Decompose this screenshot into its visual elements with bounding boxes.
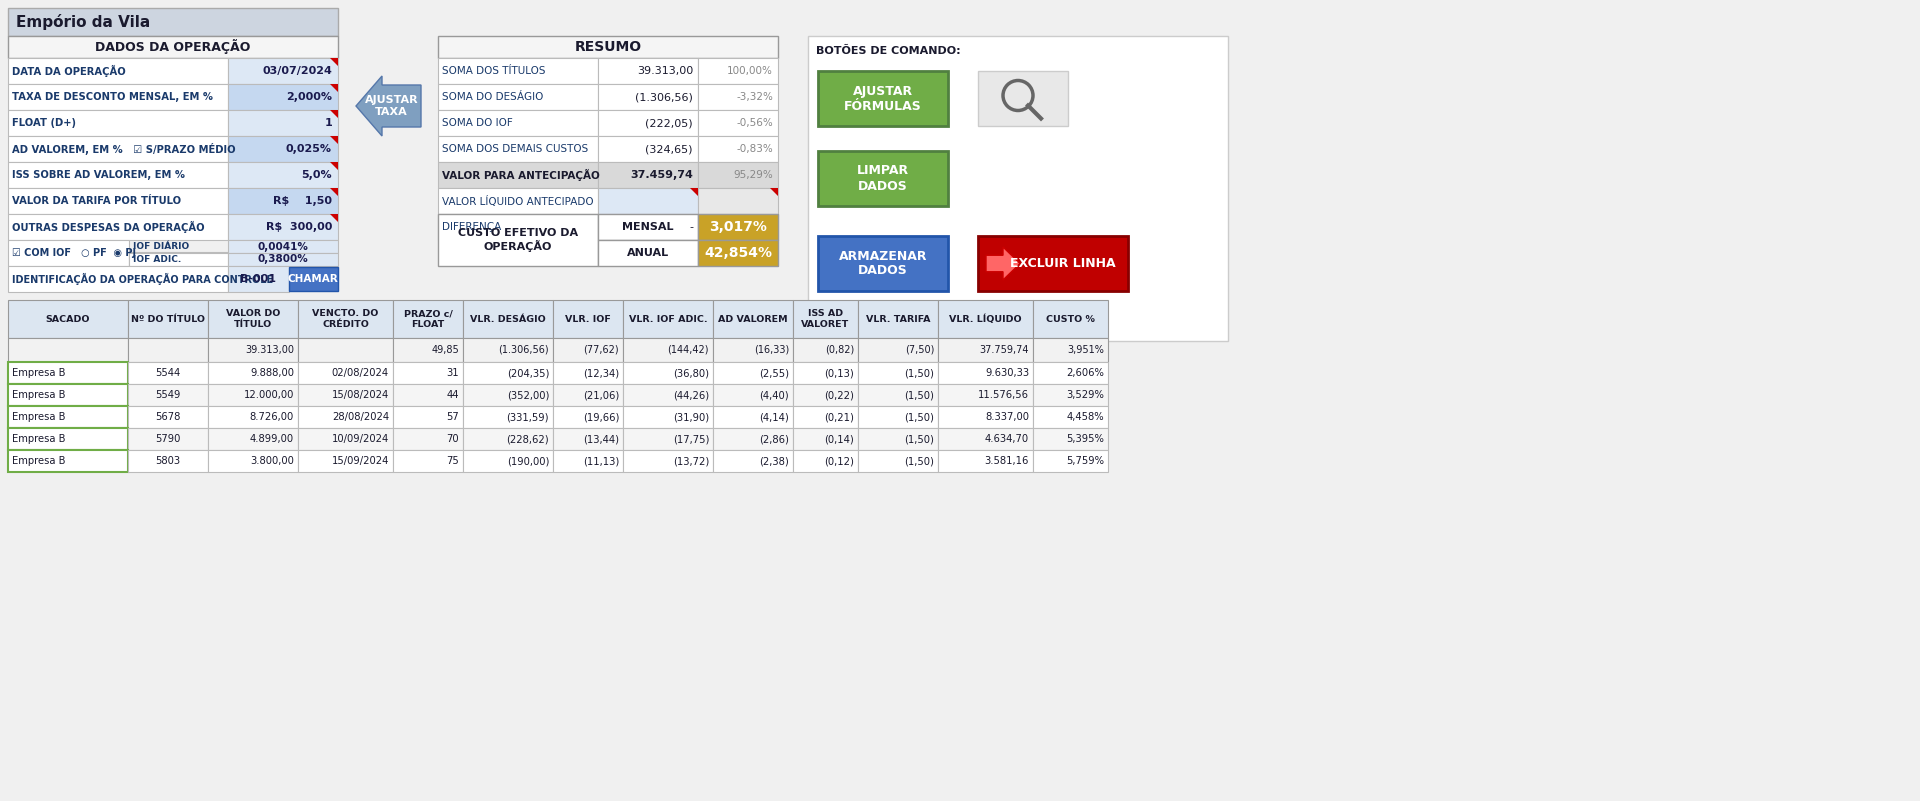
FancyBboxPatch shape	[793, 300, 858, 338]
FancyBboxPatch shape	[438, 110, 597, 136]
FancyBboxPatch shape	[939, 362, 1033, 384]
FancyBboxPatch shape	[207, 384, 298, 406]
FancyBboxPatch shape	[553, 300, 622, 338]
FancyBboxPatch shape	[394, 406, 463, 428]
Text: CHAMAR: CHAMAR	[288, 274, 338, 284]
FancyBboxPatch shape	[228, 162, 338, 188]
FancyBboxPatch shape	[288, 267, 338, 291]
FancyBboxPatch shape	[1033, 362, 1108, 384]
FancyBboxPatch shape	[553, 362, 622, 384]
FancyBboxPatch shape	[712, 384, 793, 406]
FancyBboxPatch shape	[8, 8, 338, 36]
Text: 5790: 5790	[156, 434, 180, 444]
FancyBboxPatch shape	[129, 384, 207, 406]
Text: 44: 44	[447, 390, 459, 400]
FancyBboxPatch shape	[463, 338, 553, 362]
FancyBboxPatch shape	[793, 428, 858, 450]
Text: -0,83%: -0,83%	[735, 144, 774, 154]
Text: BOTÕES DE COMANDO:: BOTÕES DE COMANDO:	[816, 46, 960, 56]
Text: AD VALOREM: AD VALOREM	[718, 315, 787, 324]
FancyBboxPatch shape	[858, 406, 939, 428]
Text: 2,606%: 2,606%	[1066, 368, 1104, 378]
FancyBboxPatch shape	[818, 236, 948, 291]
FancyBboxPatch shape	[793, 362, 858, 384]
FancyBboxPatch shape	[1033, 338, 1108, 362]
Text: (0,12): (0,12)	[824, 456, 854, 466]
FancyBboxPatch shape	[394, 428, 463, 450]
FancyBboxPatch shape	[622, 384, 712, 406]
Text: 37.459,74: 37.459,74	[630, 170, 693, 180]
Text: 100,00%: 100,00%	[728, 66, 774, 76]
Text: -0,56%: -0,56%	[735, 118, 774, 128]
FancyBboxPatch shape	[793, 450, 858, 472]
Text: DATA DA OPERAÇÃO: DATA DA OPERAÇÃO	[12, 65, 125, 77]
FancyBboxPatch shape	[8, 362, 129, 384]
Text: ISS AD
VALORET: ISS AD VALORET	[801, 309, 851, 328]
FancyBboxPatch shape	[129, 252, 228, 266]
Text: 15/09/2024: 15/09/2024	[332, 456, 390, 466]
FancyBboxPatch shape	[438, 214, 597, 266]
Polygon shape	[330, 136, 338, 144]
Text: ISS SOBRE AD VALOREM, EM %: ISS SOBRE AD VALOREM, EM %	[12, 170, 184, 180]
FancyBboxPatch shape	[1033, 406, 1108, 428]
Text: VENCTO. DO
CRÉDITO: VENCTO. DO CRÉDITO	[313, 309, 378, 328]
FancyBboxPatch shape	[8, 110, 228, 136]
Text: 9.888,00: 9.888,00	[250, 368, 294, 378]
Text: (31,90): (31,90)	[672, 412, 708, 422]
Text: (11,13): (11,13)	[584, 456, 618, 466]
Text: VLR. IOF: VLR. IOF	[564, 315, 611, 324]
Text: (0,14): (0,14)	[824, 434, 854, 444]
FancyBboxPatch shape	[438, 188, 597, 214]
Text: SOMA DO DESÁGIO: SOMA DO DESÁGIO	[442, 92, 543, 102]
Text: 28/08/2024: 28/08/2024	[332, 412, 390, 422]
FancyBboxPatch shape	[8, 136, 228, 162]
FancyBboxPatch shape	[228, 188, 338, 214]
Text: 3,017%: 3,017%	[708, 220, 766, 234]
FancyBboxPatch shape	[394, 384, 463, 406]
Text: AJUSTAR
FÓRMULAS: AJUSTAR FÓRMULAS	[845, 84, 922, 112]
Text: FLOAT (D+): FLOAT (D+)	[12, 118, 77, 128]
Polygon shape	[330, 58, 338, 66]
FancyBboxPatch shape	[207, 450, 298, 472]
FancyBboxPatch shape	[228, 253, 338, 266]
Text: 8.726,00: 8.726,00	[250, 412, 294, 422]
FancyBboxPatch shape	[463, 406, 553, 428]
FancyBboxPatch shape	[129, 450, 207, 472]
FancyBboxPatch shape	[207, 406, 298, 428]
FancyBboxPatch shape	[129, 338, 207, 362]
Text: 42,854%: 42,854%	[705, 246, 772, 260]
FancyBboxPatch shape	[129, 253, 228, 266]
FancyBboxPatch shape	[712, 338, 793, 362]
FancyBboxPatch shape	[438, 136, 597, 162]
Polygon shape	[330, 214, 338, 222]
FancyBboxPatch shape	[939, 428, 1033, 450]
FancyBboxPatch shape	[553, 450, 622, 472]
Text: 75: 75	[445, 456, 459, 466]
Text: 3,951%: 3,951%	[1068, 345, 1104, 355]
Polygon shape	[689, 188, 699, 196]
FancyBboxPatch shape	[228, 266, 288, 292]
FancyBboxPatch shape	[597, 188, 699, 214]
Text: 31: 31	[445, 368, 459, 378]
Text: AD VALOREM, EM %   ☑ S/PRAZO MÉDIO: AD VALOREM, EM % ☑ S/PRAZO MÉDIO	[12, 143, 236, 155]
Text: (1,50): (1,50)	[904, 390, 933, 400]
FancyBboxPatch shape	[699, 188, 778, 214]
FancyBboxPatch shape	[622, 406, 712, 428]
Text: 39.313,00: 39.313,00	[637, 66, 693, 76]
Text: DADOS DA OPERAÇÃO: DADOS DA OPERAÇÃO	[96, 39, 252, 54]
Text: (1,50): (1,50)	[904, 434, 933, 444]
FancyBboxPatch shape	[8, 384, 129, 406]
FancyBboxPatch shape	[712, 406, 793, 428]
Text: Empresa B: Empresa B	[12, 390, 65, 400]
FancyBboxPatch shape	[438, 84, 597, 110]
Text: 3,529%: 3,529%	[1066, 390, 1104, 400]
Text: (2,86): (2,86)	[758, 434, 789, 444]
Text: ANUAL: ANUAL	[628, 248, 668, 258]
Text: IOF DIÁRIO: IOF DIÁRIO	[132, 242, 190, 251]
FancyBboxPatch shape	[298, 406, 394, 428]
Text: (352,00): (352,00)	[507, 390, 549, 400]
FancyBboxPatch shape	[699, 214, 778, 240]
Text: AJUSTAR
TAXA: AJUSTAR TAXA	[365, 95, 419, 117]
Text: 0,025%: 0,025%	[286, 144, 332, 154]
